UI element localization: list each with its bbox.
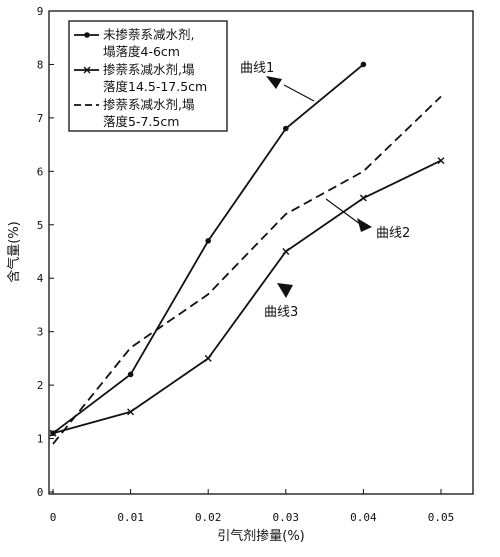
y-tick-label: 0 (37, 486, 44, 499)
annotation-curve-3-label: 曲线3 (264, 305, 298, 320)
legend-label-series-1: 未掺萘系减水剂, 塌落度4-6cm (103, 27, 194, 59)
x-axis-title: 引气剂掺量(%) (217, 528, 305, 544)
y-tick-label: 5 (37, 219, 44, 232)
annotation-curve-1-label: 曲线1 (240, 61, 274, 76)
annotation-curve-2-arrowhead (357, 218, 372, 232)
annotation-curve-1-arrowhead (266, 76, 282, 89)
series-2-point (437, 157, 445, 165)
legend-frame (68, 20, 228, 132)
series-1-point (127, 371, 134, 378)
legend-label-series-2-line-1: 掺萘系减水剂,塌 (103, 62, 194, 77)
legend-label-series-1-line-1: 未掺萘系减水剂, (103, 27, 194, 42)
annotation-curve-3-arrowhead (277, 283, 293, 298)
x-axis-ticks: 0 0.01 0.02 0.03 0.04 0.05 (50, 489, 455, 524)
x-tick-label: 0.02 (195, 511, 222, 524)
annotation-curve-1-leader (283, 84, 315, 102)
y-axis-ticks: 0 1 2 3 4 5 6 7 8 9 (37, 5, 54, 499)
series-2-point (359, 194, 367, 202)
series-2-point (49, 429, 57, 437)
legend-label-series-3-line-1: 掺萘系减水剂,塌 (103, 97, 194, 112)
annotation-curve-1: 曲线1 (240, 61, 315, 102)
y-tick-label: 6 (37, 165, 44, 178)
series-layer (49, 61, 445, 445)
y-tick-label: 7 (37, 112, 44, 125)
series-1-point (360, 61, 367, 68)
y-tick-label: 9 (37, 5, 44, 18)
y-axis-title: 含气量(%) (6, 221, 22, 283)
legend-label-series-2: 掺萘系减水剂,塌落度14.5-17.5cm (103, 62, 207, 94)
x-tick-label: 0.03 (273, 511, 300, 524)
legend-label-series-3: 掺萘系减水剂,塌落度5-7.5cm (103, 97, 194, 129)
annotation-curve-2-label: 曲线2 (376, 226, 410, 241)
annotation-curve-3: 曲线3 (264, 283, 298, 320)
y-tick-label: 1 (37, 433, 44, 446)
x-tick-label: 0.01 (117, 511, 144, 524)
series-3-line (52, 95, 442, 445)
x-tick-label: 0.04 (350, 511, 377, 524)
legend-label-series-2-line-2: 落度14.5-17.5cm (103, 79, 207, 94)
legend-label-series-1-line-2: 塌落度4-6cm (103, 44, 180, 59)
x-tick-label: 0 (50, 511, 57, 524)
plot-frame (48, 10, 474, 495)
legend-marker-series-1 (84, 32, 90, 38)
y-tick-label: 8 (37, 58, 44, 71)
y-tick-label: 2 (37, 379, 44, 392)
series-2-point (204, 354, 212, 362)
series-2-point (282, 248, 290, 255)
series-1-point (205, 238, 211, 244)
legend-marker-series-2 (83, 66, 91, 74)
annotation-curve-2-leader (325, 198, 361, 225)
series-1-point (283, 125, 289, 132)
y-tick-label: 4 (37, 272, 44, 285)
annotation-curve-2: 曲线2 (325, 198, 410, 241)
legend-label-series-3-line-2: 落度5-7.5cm (103, 114, 179, 129)
series-2-point (127, 408, 135, 416)
x-tick-label: 0.05 (428, 511, 455, 524)
legend: 未掺萘系减水剂, 塌落度4-6cm 掺萘系减水剂,塌落度14.5-17.5cm 掺… (68, 20, 228, 132)
series-2-line (52, 159, 442, 435)
y-tick-label: 3 (37, 326, 44, 339)
